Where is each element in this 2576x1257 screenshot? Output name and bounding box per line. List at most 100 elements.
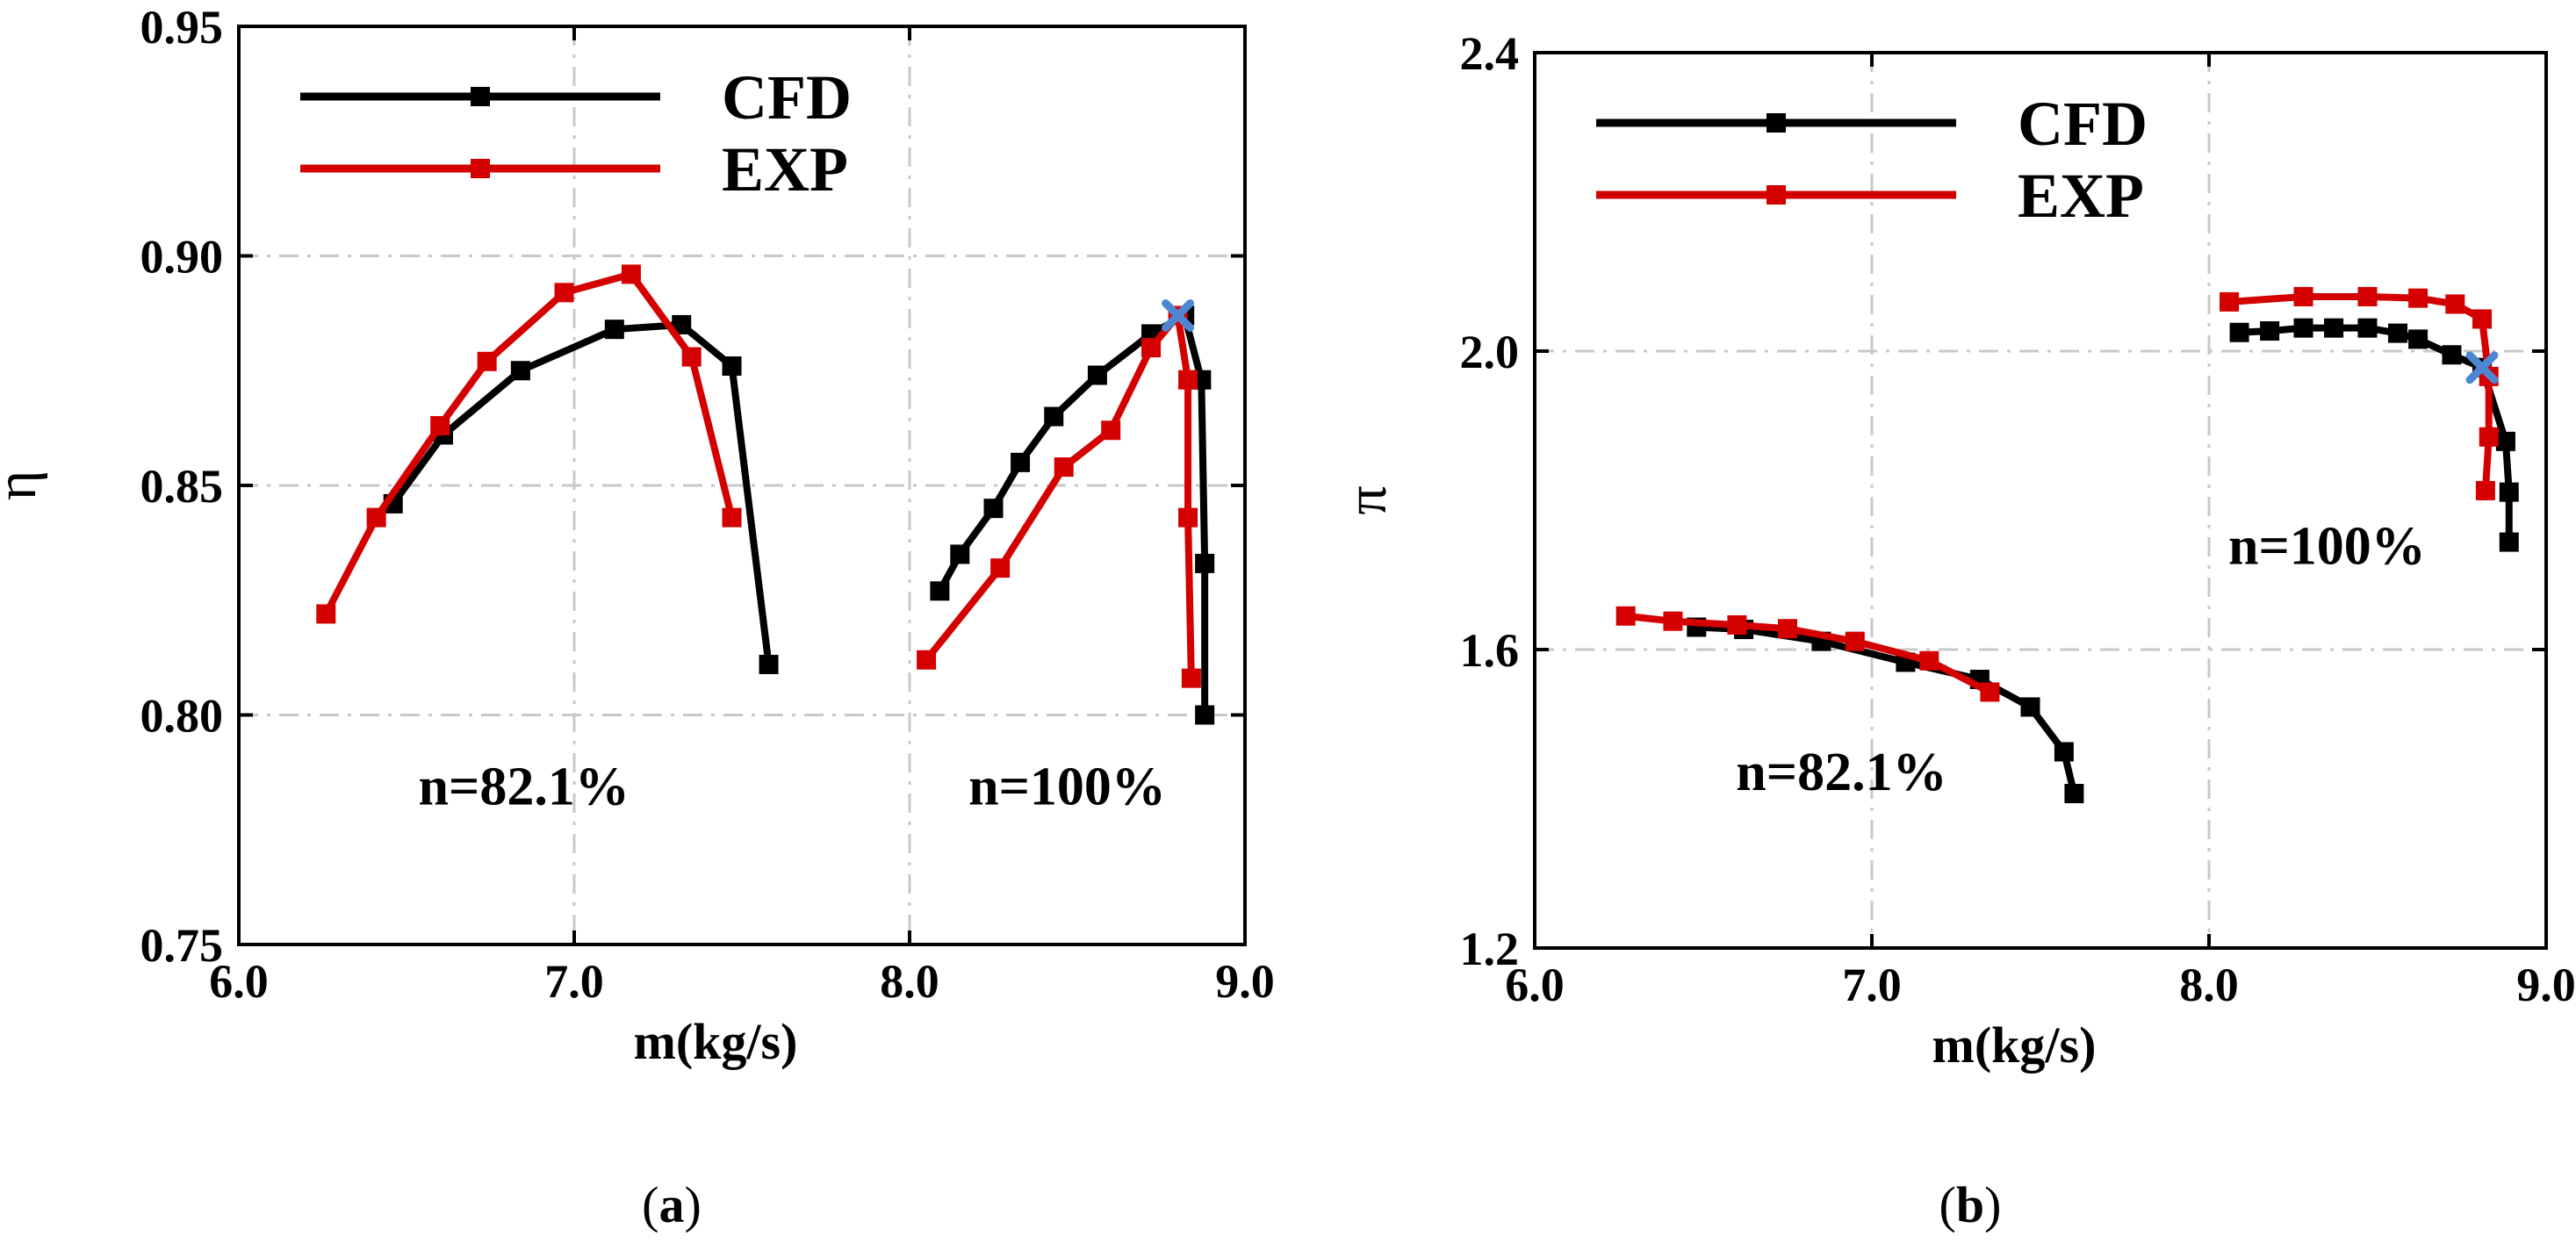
panel-b-series-cfd-n100-point [2499, 532, 2519, 552]
panel-b-design-point-stroke [2465, 351, 2499, 384]
panel-b-series-exp-n100-point [2445, 294, 2465, 314]
panel-b-caption: (b) [1939, 1176, 2002, 1233]
panel-b-series-cfd-n100-point [2357, 318, 2378, 338]
panel-a-series-cfd-n82-line [390, 320, 773, 665]
panel-a-series-exp-n100-point [917, 650, 937, 670]
panel-b-series-cfd-n82-point [2064, 784, 2084, 804]
panel-b-series [1615, 286, 2519, 804]
panel-b-series-cfd-n100-point [2499, 482, 2519, 502]
panel-a-axis-ticks: 6.0 7.0 8.0 9.0 0.75 0.80 0.85 0.90 0.95 [140, 1, 1275, 1008]
panel-b-series-cfd-n82-point [2054, 742, 2074, 762]
panel-a-annotation-speed-100: n=100% [968, 757, 1166, 816]
panel-b-series-cfd-n100-point [2324, 318, 2344, 338]
panel-b-y-tick-label: 1.6 [1460, 624, 1520, 677]
panel-a-caption: (a) [642, 1176, 702, 1233]
panel-a-series-exp-n82-point [554, 283, 574, 303]
panel-a-x-tick-label: 6.0 [209, 955, 269, 1008]
panel-a-legend-exp-label: EXP [722, 134, 848, 205]
panel-b-annotation-speed-82: n=82.1% [1736, 743, 1946, 802]
panel-b-legend-exp-label: EXP [2018, 161, 2144, 231]
panel-a-series-exp-n82-point [366, 507, 386, 528]
panel-b-y-tick-label: 2.0 [1460, 326, 1520, 378]
panel-a-series-cfd-n100-point [1087, 365, 1107, 385]
panel-b-annotation-speed-100: n=100% [2228, 516, 2426, 576]
panel-b-legend-marker-exp [1767, 185, 1786, 205]
panel-b-series-exp-n100-point [2472, 309, 2493, 329]
panel-b-grid [1535, 53, 2546, 948]
panel-a-legend-marker-exp [471, 159, 490, 178]
panel-a-efficiency-chart: 6.0 7.0 8.0 9.0 0.75 0.80 0.85 0.90 0.95 CFD EXP… [0, 1, 1275, 1233]
panel-b-series-exp-n100-point [2220, 291, 2240, 312]
panel-a-x-tick-label: 7.0 [544, 955, 604, 1008]
panel-a-series-exp-n82-point [621, 264, 641, 284]
panel-a-legend: CFD EXP [300, 62, 852, 205]
panel-a-series-exp-n100-point [1178, 507, 1198, 528]
panel-b-series-exp-n82-point [1727, 614, 1747, 635]
panel-b-series-exp-n82-point [1778, 619, 1797, 639]
panel-a-series-exp-n100-point [990, 558, 1011, 578]
panel-a-series-cfd-n100-line [936, 312, 1209, 715]
panel-b-y-axis-title: π [1335, 485, 1399, 514]
panel-a-y-tick-label: 0.95 [140, 1, 224, 54]
panel-a-y-tick-label: 0.80 [140, 690, 224, 743]
panel-a-legend-marker-cfd [471, 87, 490, 106]
panel-a-series-exp-n82-point [681, 347, 702, 367]
panel-a-series-cfd-n100-point [1044, 406, 1064, 427]
panel-b-legend: CFD EXP [1596, 89, 2148, 231]
panel-b-series-cfd-n100-point [2293, 318, 2313, 338]
panel-b-legend-cfd-label: CFD [2018, 89, 2148, 159]
panel-b-series-exp-n100-point [2357, 286, 2378, 306]
panel-a-series-cfd-n100-point [950, 544, 970, 564]
panel-a-series-cfd-n100-point [1011, 452, 1031, 472]
panel-b-series-cfd-n100-point [2388, 323, 2408, 343]
panel-b-x-tick-label: 6.0 [1505, 959, 1565, 1011]
panel-b-design-point-marker [2465, 351, 2499, 384]
panel-a-y-axis-title: η [0, 470, 48, 501]
panel-a-series-exp-n82-point [722, 507, 742, 528]
panel-b-series-exp-n82-point [1919, 650, 1939, 671]
panel-b-series-cfd-n100-point [2408, 329, 2428, 349]
panel-b-series-exp-n100-point [2293, 286, 2313, 306]
panel-a-design-point-stroke [1162, 298, 1195, 332]
panel-b-series-cfd-n100-point [2229, 322, 2249, 342]
panel-a-x-tick-label: 8.0 [880, 955, 939, 1008]
panel-b-x-axis-title: m(kg/s) [1932, 1016, 2097, 1074]
panel-a-caption-letter: a [659, 1176, 685, 1233]
panel-a-series-exp-n82-point [316, 604, 336, 624]
panel-b-axis-ticks: 6.0 7.0 8.0 9.0 1.2 1.6 2.0 2.4 [1460, 27, 2576, 1011]
panel-a-x-tick-label: 9.0 [1215, 955, 1275, 1008]
panel-a-y-tick-label: 0.75 [140, 919, 224, 972]
panel-a-series [316, 264, 1215, 725]
panel-b-series-exp-n100-point [2479, 427, 2499, 447]
panel-b-pressure-ratio-chart: 6.0 7.0 8.0 9.0 1.2 1.6 2.0 2.4 CFD EXP n=82.1%… [1335, 27, 2576, 1233]
panel-a-design-point-marker [1162, 298, 1195, 332]
panel-a-annotation-speed-82: n=82.1% [419, 757, 630, 816]
panel-a-series-cfd-n82-point [510, 361, 530, 381]
panel-a-series-exp-n100-point [1141, 338, 1162, 358]
panel-b-x-tick-label: 7.0 [1842, 959, 1902, 1011]
panel-b-series-cfd-n100-point [2495, 431, 2515, 451]
panel-b-series-exp-n100-point [2408, 288, 2428, 308]
panel-a-series-exp-n82-point [430, 416, 450, 436]
panel-a-legend-cfd-label: CFD [722, 62, 852, 133]
panel-a-series-cfd-n82-point [759, 654, 779, 674]
panel-a-series-cfd-n82-point [722, 356, 742, 377]
panel-a-series-exp-n100-point [1181, 668, 1201, 688]
panel-a-series-cfd-n100-point [983, 499, 1004, 519]
panel-b-series-cfd-n82-point [2020, 697, 2040, 717]
panel-a-y-tick-label: 0.85 [140, 460, 224, 513]
panel-a-series-cfd-n100-point [930, 581, 950, 601]
panel-b-series-exp-n82-point [1845, 631, 1865, 651]
panel-a-series-exp-n100-line [923, 312, 1195, 679]
panel-b-caption-letter: b [1956, 1176, 1984, 1233]
panel-b-x-tick-label: 9.0 [2516, 959, 2576, 1011]
panel-b-series-exp-n100-point [2475, 480, 2495, 500]
panel-a-series-cfd-n100-point [1195, 705, 1215, 725]
panel-b-series-cfd-n100-line [2239, 324, 2513, 542]
panel-b-series-cfd-n100-point [2260, 321, 2280, 341]
panel-a-series-exp-n100-point [1178, 370, 1198, 390]
panel-b-y-tick-label: 2.4 [1460, 27, 1520, 80]
panel-a-series-cfd-n82-point [672, 314, 692, 334]
panel-b-legend-marker-cfd [1767, 113, 1786, 133]
